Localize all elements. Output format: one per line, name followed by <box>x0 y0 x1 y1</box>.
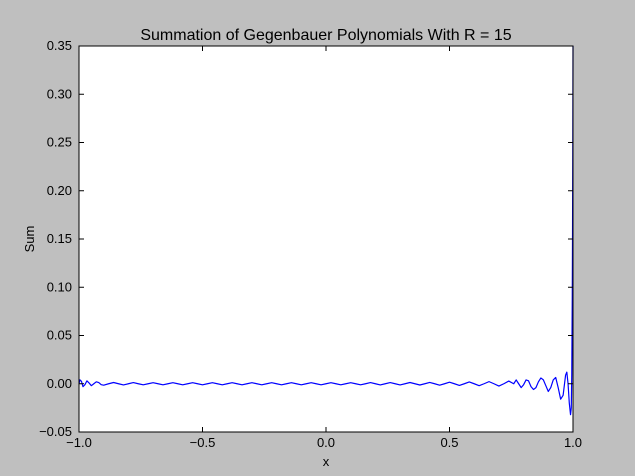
series-line-0 <box>78 45 574 416</box>
x-tick-label: 0.0 <box>317 435 335 450</box>
y-tick-label: 0.00 <box>47 376 72 391</box>
y-tick-label: 0.35 <box>47 38 72 53</box>
y-tick-label: 0.10 <box>47 279 72 294</box>
x-tick-label: 0.5 <box>440 435 458 450</box>
y-tick-label: 0.25 <box>47 135 72 150</box>
x-tick-label: 1.0 <box>564 435 582 450</box>
y-tick-label: 0.15 <box>47 231 72 246</box>
y-axis-label: Sum <box>22 226 37 253</box>
y-tick-label: 0.20 <box>47 183 72 198</box>
y-tick-label: 0.05 <box>47 328 72 343</box>
y-tick-label: −0.05 <box>39 424 72 439</box>
plot-area <box>79 46 573 432</box>
x-tick-label: −0.5 <box>190 435 216 450</box>
x-axis-label: x <box>323 454 330 469</box>
x-tick-label: −1.0 <box>66 435 92 450</box>
y-tick-label: 0.30 <box>47 86 72 101</box>
chart-title: Summation of Gegenbauer Polynomials With… <box>140 27 511 44</box>
